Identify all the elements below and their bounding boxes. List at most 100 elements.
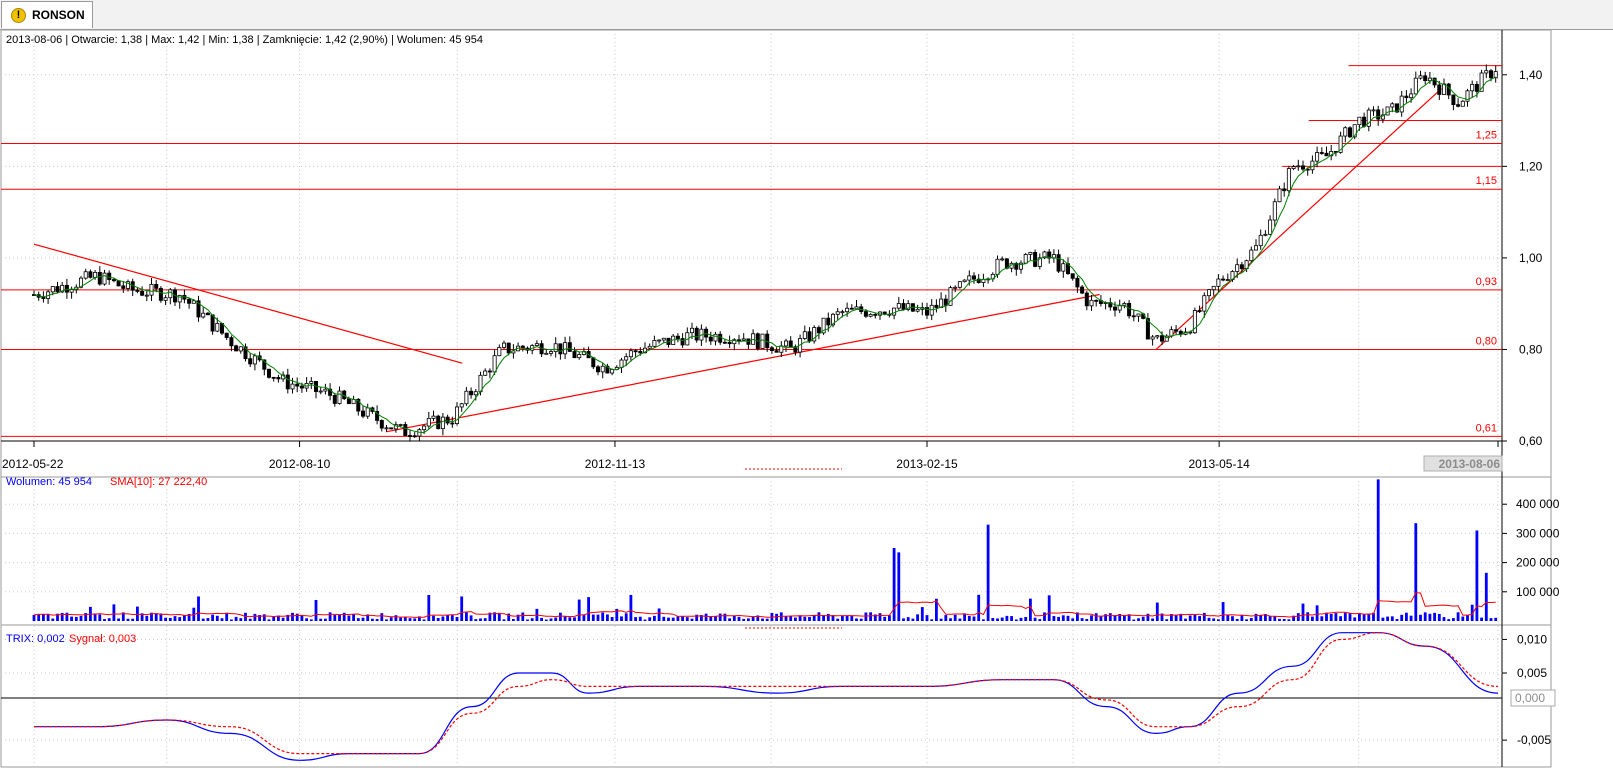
volume-bar [920,607,924,621]
volume-bar [620,616,623,621]
candle-body [600,365,605,373]
volume-bar [281,617,285,621]
volume-bar [1217,619,1220,621]
y-tick-label: 1,40 [1519,68,1543,82]
candle-body [610,369,615,374]
tab-ronson[interactable]: ! RONSON [1,1,93,28]
volume-bar [723,613,727,621]
volume-bar [1320,616,1324,621]
candle-body [1145,318,1150,340]
candle-body [248,358,253,365]
volume-bar [1292,615,1295,621]
candle-body [1362,116,1367,127]
volume-bar [1325,612,1328,621]
volume-bar [916,614,919,621]
candle-body [549,351,554,354]
volume-bar [1287,619,1291,621]
candle-body [1399,95,1404,113]
candle-body [807,331,812,342]
candle-body [1460,100,1465,107]
candle-body [403,424,408,436]
candle-body [769,347,774,352]
volume-bar [925,615,929,621]
candle-body [252,355,257,365]
volume-bar [187,613,191,621]
volume-bar [413,618,417,621]
candle-body [1296,165,1301,168]
candle-body [1301,165,1306,170]
volume-bar [215,615,219,621]
candle-body [943,298,948,306]
chart-area[interactable]: 2013-08-06 | Otwarcie: 1,38 | Max: 1,42 … [0,29,1613,768]
volume-bar [74,616,78,621]
volume-bar [634,617,637,621]
volume-bar [300,614,304,621]
trend-line[interactable] [385,293,1100,433]
volume-bar [220,618,224,621]
volume-bar [502,619,506,621]
candle-body [379,420,384,429]
candle-body [332,394,337,404]
volume-bar [1315,605,1319,621]
volume-bar [958,618,962,621]
candle-body [473,391,478,396]
candle-body [1164,335,1169,342]
volume-bar [1278,618,1281,621]
trend-line[interactable] [33,243,463,364]
volume-bar [789,616,793,621]
volume-bar [812,615,816,621]
volume-bar [1249,618,1253,621]
candle-body [234,345,239,352]
volume-bar [794,617,797,621]
candle-body [299,385,304,389]
volume-bar [1141,616,1145,621]
volume-bar [286,614,290,621]
volume-bar [1188,615,1192,621]
volume-bar [1358,613,1361,621]
volume-bar [314,599,318,621]
candle-body [826,317,831,326]
candle-body [295,383,300,387]
candle-body [652,340,657,347]
volume-bar [1029,598,1032,621]
volume-bar [1235,618,1239,621]
y-tick-label: 0,005 [1517,666,1547,680]
candle-body [976,278,981,283]
volume-bar [1137,618,1140,621]
candle-body [1239,264,1244,270]
y-tick-label: 1,00 [1519,251,1543,265]
candle-body [1395,103,1400,113]
volume-bar [1174,614,1178,621]
volume-bar [1057,616,1060,621]
gridlines [1,30,1502,767]
candle-body [356,398,361,412]
volume-bar [568,617,572,621]
volume-bar [1047,595,1051,621]
candle-body [1080,286,1085,294]
volume-bar [1085,619,1089,621]
volume-bar [1400,614,1404,621]
candle-body [1385,106,1390,116]
candle-body [1423,75,1428,82]
candle-body [906,303,911,310]
candle-body [1235,264,1240,272]
volume-bar [732,615,736,621]
volume-bar [986,524,990,621]
support-levels [1,65,1502,437]
price-y-axis: 1,40 1,20 1,00 0,80 0,60 [1502,68,1543,448]
volume-bar [549,618,553,621]
candle-body [643,347,648,354]
volume-bar [869,612,872,621]
x-tick-label: 2012-05-22 [2,457,64,471]
volume-bar [1202,612,1206,621]
volume-bar [126,618,130,621]
candle-body [821,317,826,334]
candle-body [934,304,939,308]
candle-body [737,339,742,342]
candle-body [553,343,558,352]
level-label: 0,61 [1476,422,1497,434]
candle-body [863,311,868,317]
level-label: 1,15 [1476,175,1497,187]
volume-bar [1282,618,1286,621]
volume-bar [131,618,135,621]
